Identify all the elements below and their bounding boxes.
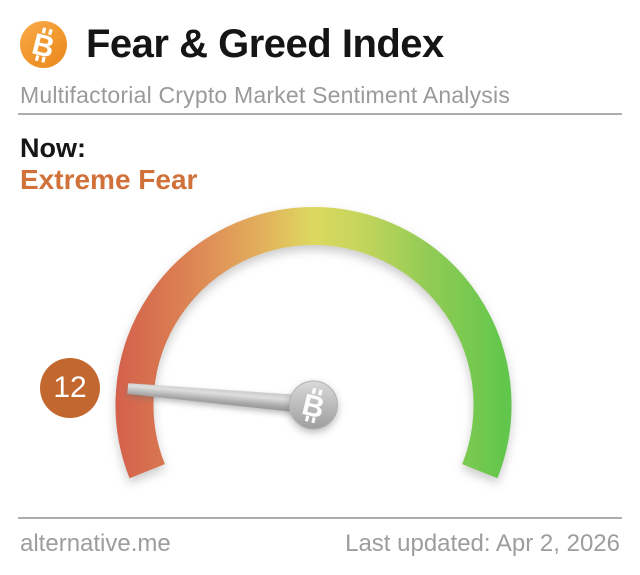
gauge: B [115, 207, 512, 479]
last-updated-text: Last updated: Apr 2, 2026 [345, 530, 620, 557]
site-link[interactable]: alternative.me [20, 530, 171, 557]
header: B Fear & Greed Index [20, 21, 444, 68]
footer-divider [18, 517, 622, 519]
header-divider [18, 113, 622, 115]
page-subtitle: Multifactorial Crypto Market Sentiment A… [20, 82, 511, 108]
gauge-needle [127, 383, 316, 414]
now-label: Now: [20, 133, 86, 163]
page-title: Fear & Greed Index [86, 22, 444, 66]
gauge-arc [115, 207, 512, 479]
index-value-badge: 12 [40, 358, 100, 418]
bitcoin-logo-icon: B [20, 21, 67, 68]
sentiment-value: Extreme Fear [20, 164, 198, 195]
gauge-hub: B [289, 380, 338, 430]
